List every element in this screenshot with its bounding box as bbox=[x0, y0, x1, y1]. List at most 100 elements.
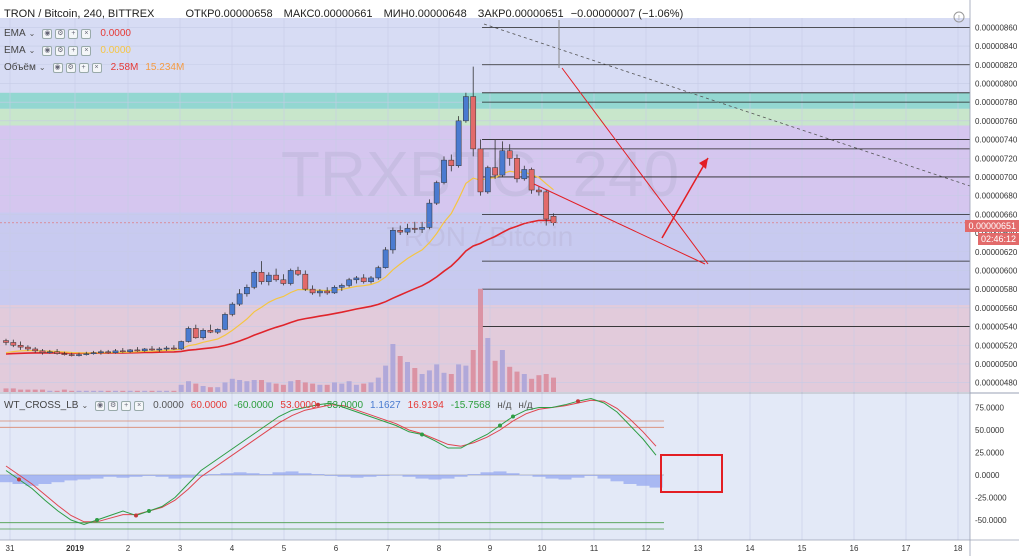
close-icon[interactable]: × bbox=[134, 400, 145, 411]
volume-bar bbox=[171, 390, 177, 392]
candle-body bbox=[32, 348, 39, 352]
candle-body bbox=[156, 348, 163, 351]
osc-histogram-bar bbox=[610, 475, 624, 482]
volume-bar bbox=[456, 364, 462, 392]
osc-histogram-bar bbox=[480, 472, 494, 475]
time-tick-label: 7 bbox=[386, 544, 391, 553]
ema2-name[interactable]: EMA bbox=[4, 45, 26, 56]
volume-bar bbox=[134, 390, 140, 392]
osc-histogram-bar bbox=[259, 474, 273, 475]
candle-body bbox=[382, 249, 389, 268]
time-tick-label: 2019 bbox=[66, 544, 84, 553]
dashed-resistance-line bbox=[483, 23, 971, 187]
osc-histogram-bar bbox=[649, 475, 663, 488]
osc-histogram-bar bbox=[246, 473, 260, 475]
volume-bar bbox=[83, 390, 89, 392]
price-tick-label: 0.00000580 bbox=[975, 285, 1018, 294]
chevron-down-icon[interactable]: ⌄ bbox=[81, 401, 89, 410]
price-tick-label: 0.00000480 bbox=[975, 379, 1018, 388]
close-icon[interactable]: × bbox=[81, 45, 92, 56]
settings-icon[interactable]: ⚙ bbox=[55, 45, 66, 56]
time-tick-label: 12 bbox=[642, 544, 651, 553]
eye-icon[interactable]: ◉ bbox=[52, 62, 63, 73]
settings-icon[interactable]: ⚙ bbox=[108, 400, 119, 411]
osc-histogram-bar bbox=[0, 475, 13, 483]
candle-body bbox=[331, 287, 338, 294]
osc-histogram-bar bbox=[311, 474, 325, 475]
candle-body bbox=[463, 96, 469, 122]
osc-histogram-bar bbox=[493, 471, 507, 475]
osc-histogram-bar bbox=[506, 473, 520, 475]
candle-body bbox=[90, 352, 97, 354]
candle-body bbox=[141, 348, 148, 352]
candle-body bbox=[17, 345, 24, 348]
osc-histogram-bar bbox=[545, 475, 559, 479]
price-tick-label: 0.00000740 bbox=[975, 136, 1018, 145]
osc-value-9: н/д bbox=[518, 400, 533, 411]
osc-histogram-bar bbox=[129, 475, 143, 477]
eye-icon[interactable]: ◉ bbox=[95, 400, 106, 411]
eye-icon[interactable]: ◉ bbox=[42, 45, 53, 56]
oscillator-name[interactable]: WT_CROSS_LB bbox=[4, 400, 79, 411]
candle-body bbox=[265, 274, 272, 282]
candle-body bbox=[214, 329, 221, 333]
volume-bar bbox=[61, 389, 67, 392]
volume-name[interactable]: Объём bbox=[4, 62, 36, 73]
price-tick-label: 0.00000680 bbox=[975, 192, 1018, 201]
volume-bar bbox=[178, 384, 184, 392]
candle-body bbox=[302, 273, 309, 290]
low-label: МИН bbox=[383, 8, 409, 20]
ema1-name[interactable]: EMA bbox=[4, 28, 26, 39]
price-tick-label: 0.00000780 bbox=[975, 98, 1018, 107]
osc-histogram-bar bbox=[584, 475, 598, 476]
volume-bar bbox=[164, 390, 170, 392]
close-icon[interactable]: × bbox=[81, 28, 92, 39]
price-tick-label: 0.00000760 bbox=[975, 117, 1018, 126]
volume-bar bbox=[405, 362, 410, 392]
osc-cross-dot bbox=[576, 399, 580, 404]
candle-body bbox=[46, 351, 53, 354]
volume-bar bbox=[280, 384, 286, 392]
volume-bar bbox=[507, 366, 513, 392]
volume-bar bbox=[492, 360, 498, 392]
volume-bar bbox=[514, 371, 520, 392]
add-icon[interactable]: + bbox=[78, 62, 89, 73]
add-icon[interactable]: + bbox=[68, 28, 79, 39]
time-tick-label: 6 bbox=[334, 544, 339, 553]
osc-cross-dot bbox=[17, 477, 21, 482]
ema1-value: 0.0000 bbox=[100, 28, 131, 39]
wt1-line bbox=[5, 397, 657, 526]
volume-bar bbox=[339, 383, 345, 392]
add-icon[interactable]: + bbox=[121, 400, 132, 411]
close-icon[interactable]: × bbox=[91, 62, 102, 73]
candle-body bbox=[295, 270, 301, 275]
bar-countdown-label: 02:46:12 bbox=[977, 233, 1019, 245]
candle-body bbox=[441, 159, 447, 183]
candle-body bbox=[470, 96, 477, 150]
time-tick-label: 17 bbox=[902, 544, 911, 553]
osc-histogram-bar bbox=[90, 475, 104, 479]
symbol-title[interactable]: TRON / Bitcoin, 240, BITTREX bbox=[4, 8, 155, 20]
chevron-down-icon[interactable]: ⌄ bbox=[28, 29, 36, 38]
volume-bar bbox=[521, 374, 527, 392]
settings-icon[interactable]: ⚙ bbox=[55, 28, 66, 39]
open-label: ОТКР bbox=[185, 8, 215, 20]
chevron-down-icon[interactable]: ⌄ bbox=[38, 63, 46, 72]
candle-body bbox=[309, 288, 316, 294]
osc-histogram-bar bbox=[519, 475, 533, 476]
volume-bar bbox=[529, 378, 535, 392]
settings-icon[interactable]: ⚙ bbox=[65, 62, 76, 73]
volume-bar bbox=[397, 356, 403, 392]
time-tick-label: 13 bbox=[694, 544, 703, 553]
osc-histogram-bar bbox=[363, 475, 377, 477]
add-icon[interactable]: + bbox=[68, 45, 79, 56]
volume-bar bbox=[142, 390, 148, 392]
volume-bar bbox=[91, 390, 97, 392]
eye-icon[interactable]: ◉ bbox=[42, 28, 53, 39]
chevron-down-icon[interactable]: ⌄ bbox=[28, 46, 36, 55]
osc-cross-dot bbox=[147, 509, 151, 513]
candle-body bbox=[375, 267, 382, 279]
info-icon bbox=[953, 11, 965, 23]
volume-bar bbox=[47, 390, 53, 392]
